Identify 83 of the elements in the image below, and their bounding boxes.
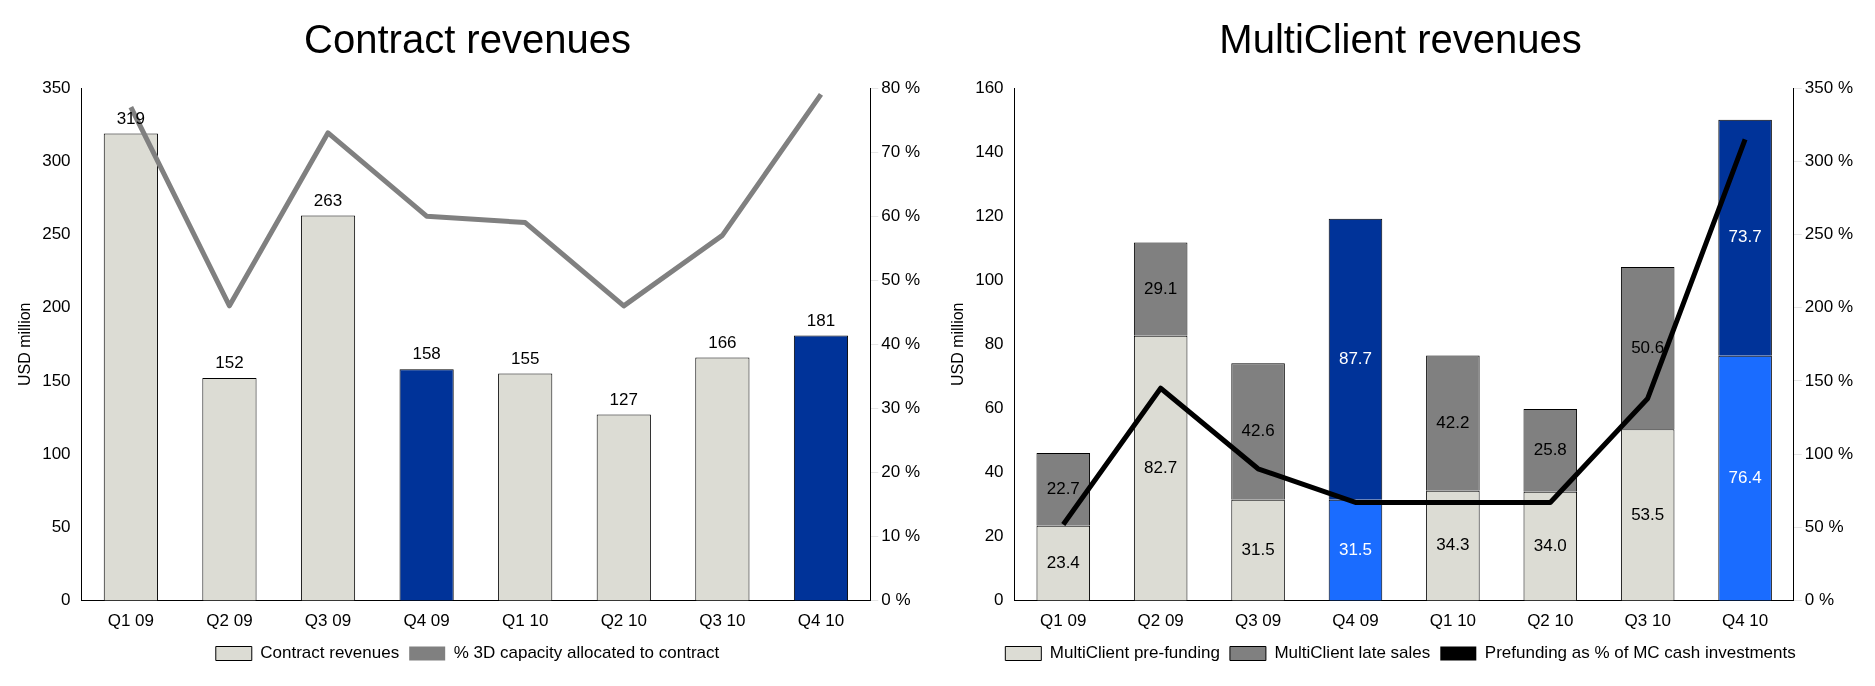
data-label: 155: [511, 348, 540, 368]
chart-title: MultiClient revenues: [1219, 17, 1582, 62]
data-label: 127: [609, 389, 638, 409]
data-label: 158: [412, 344, 441, 364]
y-tick-label: 50: [51, 517, 71, 537]
x-tick-label: Q1 10: [1429, 611, 1477, 631]
y2-tick-label: 30 %: [881, 398, 920, 418]
data-label: 152: [215, 353, 244, 373]
data-label: 42.2: [1436, 412, 1470, 432]
x-tick-label: Q3 10: [699, 611, 746, 631]
y-tick-label: 0: [994, 590, 1004, 610]
y-axis-title: USD million: [949, 302, 967, 387]
x-tick-label: Q4 09: [403, 611, 450, 631]
y-tick-label: 20: [984, 526, 1004, 546]
x-tick-label: Q3 10: [1624, 611, 1671, 631]
y-tick-label: 0: [61, 590, 71, 610]
y-tick-label: 200: [42, 297, 71, 317]
x-tick-label: Q4 09: [1332, 611, 1379, 631]
legend-label: Contract revenues: [260, 643, 400, 663]
data-label: 50.6: [1631, 337, 1665, 357]
y2-tick-label: 20 %: [881, 462, 920, 482]
x-tick-label: Q1 09: [1040, 611, 1087, 631]
y2-tick-label: 50 %: [1804, 517, 1844, 537]
data-label: 42.6: [1241, 421, 1275, 441]
y-tick-label: 300: [42, 150, 71, 170]
y-axis-title: USD million: [16, 302, 34, 387]
x-tick-label: Q4 10: [797, 611, 845, 631]
x-tick-label: Q1 10: [502, 611, 549, 631]
y2-tick-label: 350 %: [1804, 77, 1853, 97]
x-tick-label: Q2 10: [1527, 611, 1574, 631]
chart-title: Contract revenues: [304, 17, 631, 62]
y2-tick-label: 70 %: [881, 141, 920, 161]
y-tick-label: 100: [42, 443, 71, 463]
data-label: 73.7: [1728, 227, 1762, 247]
data-label: 25.8: [1533, 440, 1567, 460]
data-label: 34.0: [1533, 535, 1567, 555]
legend-label: Prefunding as % of MC cash investments: [1484, 643, 1796, 663]
data-label: 181: [806, 310, 836, 330]
y2-tick-label: 60 %: [881, 205, 920, 225]
x-tick-label: Q2 09: [1137, 611, 1184, 631]
y-tick-label: 40: [984, 462, 1004, 482]
data-label: 166: [708, 332, 737, 352]
legend-label: % 3D capacity allocated to contract: [453, 643, 720, 663]
x-tick-label: Q3 09: [1234, 611, 1282, 631]
data-label: 319: [116, 108, 146, 128]
y2-tick-label: 0 %: [1804, 590, 1835, 610]
y2-tick-label: 300 %: [1804, 150, 1853, 170]
data-label: 29.1: [1144, 278, 1178, 298]
y2-tick-label: 250 %: [1804, 224, 1853, 244]
y-tick-label: 80: [984, 333, 1004, 353]
y-tick-label: 120: [975, 205, 1004, 225]
y2-tick-label: 100 %: [1804, 443, 1853, 463]
y-tick-label: 140: [975, 141, 1004, 161]
x-tick-label: Q3 09: [304, 611, 352, 631]
y2-tick-label: 10 %: [881, 526, 920, 546]
y2-tick-label: 80 %: [881, 77, 920, 97]
y-tick-label: 150: [42, 370, 71, 390]
legend-label: MultiClient pre-funding: [1049, 643, 1220, 663]
y-tick-label: 160: [975, 77, 1004, 97]
y2-tick-label: 50 %: [881, 269, 920, 289]
data-label: 53.5: [1631, 504, 1665, 524]
x-tick-label: Q2 09: [206, 611, 253, 631]
y-tick-label: 250: [42, 224, 71, 244]
legend-label: MultiClient late sales: [1274, 643, 1431, 663]
data-label: 82.7: [1144, 457, 1178, 477]
data-label: 87.7: [1338, 348, 1373, 368]
data-label: 22.7: [1046, 478, 1080, 498]
y2-tick-label: 40 %: [881, 333, 920, 353]
y-tick-label: 100: [975, 269, 1004, 289]
data-label: 34.3: [1436, 535, 1470, 555]
y2-tick-label: 150 %: [1804, 370, 1853, 390]
data-label: 31.5: [1338, 539, 1373, 559]
data-label: 263: [313, 190, 343, 210]
y2-tick-label: 0 %: [881, 590, 911, 610]
x-tick-label: Q1 09: [107, 611, 155, 631]
y2-tick-label: 200 %: [1804, 297, 1853, 317]
x-tick-label: Q2 10: [600, 611, 647, 631]
data-label: 31.5: [1241, 539, 1275, 559]
y-tick-label: 350: [42, 77, 71, 97]
y-tick-label: 60: [984, 398, 1004, 418]
data-label: 76.4: [1728, 467, 1762, 487]
data-label: 23.4: [1046, 552, 1080, 572]
x-tick-label: Q4 10: [1721, 611, 1769, 631]
